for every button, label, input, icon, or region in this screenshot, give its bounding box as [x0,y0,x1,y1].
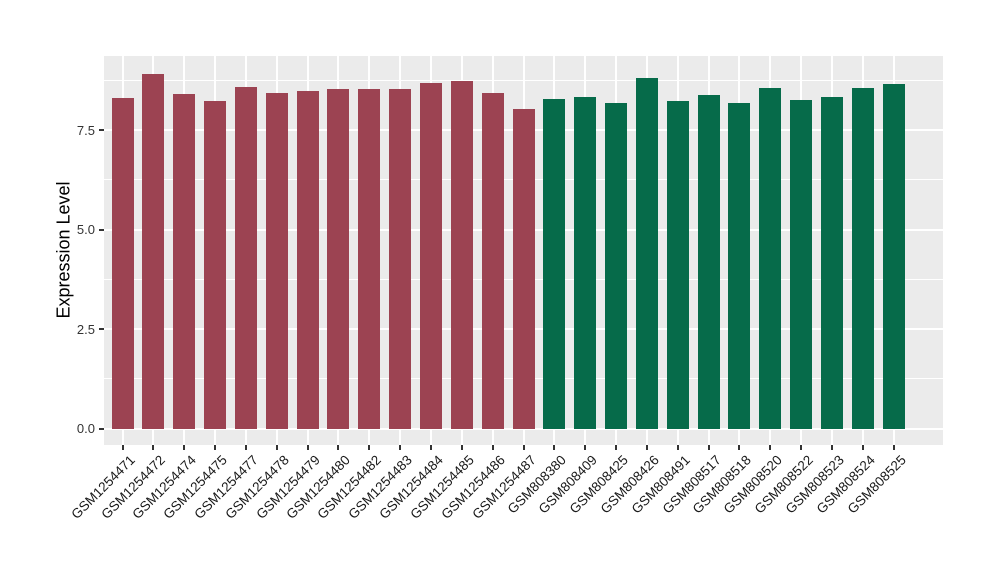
x-tick-mark [306,445,309,450]
bar-GSM1254471 [111,98,134,429]
bar-GSM808380 [543,99,566,429]
bar-GSM808523 [820,96,843,429]
x-tick-mark [491,445,494,450]
bar-GSM1254487 [512,109,535,429]
bar-GSM1254483 [389,88,412,429]
x-tick-mark [892,445,895,450]
x-tick-mark [337,445,340,450]
bar-GSM1254484 [419,83,442,429]
x-tick-mark [738,445,741,450]
bar-GSM808520 [759,87,782,429]
bar-GSM808518 [728,102,751,429]
y-tick-mark [99,328,104,330]
x-tick-mark [800,445,803,450]
x-tick-mark [429,445,432,450]
y-axis-title: Expression Level [53,181,74,319]
x-tick-mark [460,445,463,450]
bar-GSM808524 [851,88,874,429]
bar-GSM808425 [605,102,628,429]
bar-GSM808522 [790,100,813,429]
bar-GSM1254480 [327,89,350,429]
x-tick-mark [399,445,402,450]
x-tick-mark [645,445,648,450]
bar-GSM808426 [635,77,658,429]
x-tick-mark [553,445,556,450]
bar-GSM808525 [882,83,905,429]
bar-GSM1254479 [296,90,319,429]
x-tick-mark [830,445,833,450]
bar-GSM1254475 [204,100,227,429]
bar-GSM808517 [697,94,720,429]
x-tick-mark [214,445,217,450]
y-tick-mark [99,129,104,131]
x-tick-mark [615,445,618,450]
x-tick-mark [368,445,371,450]
bar-GSM808409 [574,96,597,429]
y-tick-label: 7.5 [76,122,95,138]
y-tick-label: 5.0 [76,222,95,237]
x-tick-mark [244,445,247,450]
x-tick-mark [522,445,525,450]
x-tick-mark [769,445,772,450]
plot-panel [104,56,943,445]
bar-GSM1254486 [481,92,504,429]
x-tick-mark [121,445,124,450]
bar-GSM1254478 [265,93,288,429]
bar-GSM1254477 [234,87,257,429]
y-tick-mark [99,228,104,231]
x-tick-mark [707,445,710,450]
bar-GSM1254485 [450,80,473,429]
y-tick-label: 0.0 [76,421,95,436]
x-tick-mark [275,445,278,450]
bar-GSM1254482 [358,89,381,429]
x-tick-mark [152,445,155,450]
x-tick-mark [676,445,679,450]
x-tick-mark [584,445,587,450]
y-tick-label: 2.5 [76,321,95,337]
x-tick-mark [861,445,864,450]
y-tick-mark [99,427,104,430]
bar-GSM1254474 [173,94,196,429]
bar-GSM1254472 [142,73,165,429]
bar-GSM808491 [666,100,689,429]
x-tick-mark [183,445,186,450]
